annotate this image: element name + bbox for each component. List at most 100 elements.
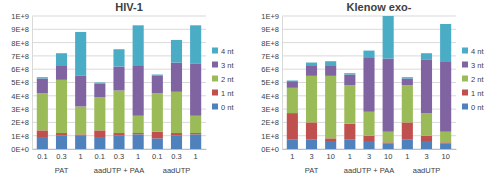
bar-segment (56, 53, 67, 65)
bar-segment (171, 92, 182, 133)
axis-line (32, 17, 33, 150)
tick-label: 0.1 (152, 152, 162, 161)
bar-segment (344, 124, 355, 140)
bar-segment (325, 61, 336, 65)
tick: 10 (384, 149, 392, 161)
tick: 5E+8 (261, 78, 282, 87)
bar-segment (56, 136, 67, 149)
tick-label: 1 (348, 152, 352, 161)
bar-segment (113, 136, 124, 149)
tick-label: 5E+8 (261, 78, 279, 87)
tick-label: 1 (194, 152, 198, 161)
legend-swatch (212, 48, 218, 54)
tick-label: 10 (441, 152, 449, 161)
tick-label: 10 (327, 152, 335, 161)
bar-segment (113, 90, 124, 133)
tick: 7E+8 (261, 52, 282, 61)
legend-swatch (212, 90, 218, 96)
tick: 8E+8 (11, 39, 32, 48)
bar-segment (306, 65, 317, 76)
bar-segment (287, 80, 298, 82)
legend-label: 3 nt (221, 61, 234, 70)
tick-label: 2E+8 (11, 118, 29, 127)
tick: 4E+8 (261, 92, 282, 101)
legend-item: 2 nt (212, 75, 234, 84)
bar-segment (75, 76, 86, 107)
group-label: PAT (305, 166, 319, 175)
tick: 7E+8 (11, 52, 32, 61)
tick: 0E+0 (261, 145, 282, 154)
tick: 0.1 (152, 149, 162, 161)
axis-line (282, 17, 283, 150)
bar-segment (402, 77, 413, 78)
bar-segment (94, 137, 105, 149)
grid-line (32, 29, 206, 30)
legend-swatch (462, 104, 468, 110)
tick: 1 (194, 149, 198, 161)
tick-label: 1E+8 (11, 132, 29, 141)
bar-segment (190, 64, 201, 116)
group-label: aadUTP (163, 166, 191, 175)
bar-segment (37, 93, 48, 130)
axis-line (283, 149, 457, 150)
tick: 1 (290, 149, 294, 161)
tick-label: 0.1 (37, 152, 47, 161)
bar-segment (171, 136, 182, 149)
bar-segment (287, 140, 298, 149)
bar-segment (133, 116, 144, 133)
x-axis: 0.10.310.10.310.10.31 (33, 149, 207, 161)
tick: 2E+8 (261, 118, 282, 127)
tick-label: 10 (384, 152, 392, 161)
chart-panel: 0E+01E+82E+83E+84E+85E+86E+87E+88E+89E+8… (11, 1, 234, 175)
axis-line (33, 149, 207, 150)
bar-segment (190, 133, 201, 134)
bar-segment (37, 79, 48, 94)
bar-segment (94, 130, 105, 137)
legend: 4 nt3 nt2 nt1 nt0 nt (462, 47, 484, 112)
bar-segment (287, 81, 298, 88)
legend-item: 2 nt (462, 75, 484, 84)
tick: 1E+8 (11, 132, 32, 141)
tick-label: 3 (367, 152, 371, 161)
tick-label: 3 (424, 152, 428, 161)
tick-label: 0.1 (95, 152, 105, 161)
legend-item: 0 nt (212, 103, 234, 112)
bar-segment (344, 140, 355, 149)
tick-label: 7E+8 (11, 52, 29, 61)
grid (282, 16, 456, 149)
bar-segment (402, 85, 413, 122)
group-label: PAT (55, 166, 69, 175)
group-label: aadUTP + PAA (344, 166, 394, 175)
tick: 0.3 (56, 149, 66, 161)
chart-title: Klenow exo- (347, 1, 412, 13)
bar-segment (383, 144, 394, 149)
tick-label: 0.3 (171, 152, 181, 161)
bar-segment (402, 79, 413, 86)
grid (32, 16, 206, 149)
bar-segment (440, 61, 451, 131)
legend-swatch (462, 76, 468, 82)
bar-segment (402, 140, 413, 149)
tick-label: 1 (290, 152, 294, 161)
tick: 10 (327, 149, 335, 161)
tick: 8E+8 (261, 39, 282, 48)
bar-segment (363, 51, 374, 58)
bar-segment (363, 112, 374, 136)
series-bars (287, 140, 451, 149)
tick: 3 (309, 149, 313, 161)
grid-line (282, 29, 456, 30)
bar-segment (133, 133, 144, 134)
bar-segment (421, 53, 432, 60)
bar-segment (190, 25, 201, 64)
legend-label: 2 nt (471, 75, 484, 84)
bar-segment (94, 84, 105, 97)
legend-item: 0 nt (462, 103, 484, 112)
bar-segment (152, 75, 163, 76)
bar-segment (94, 83, 105, 84)
tick: 6E+8 (11, 65, 32, 74)
tick-label: 4E+8 (11, 92, 29, 101)
bar-segment (440, 142, 451, 143)
tick: 1 (405, 149, 409, 161)
tick: 1 (136, 149, 140, 161)
bar-segment (402, 122, 413, 139)
